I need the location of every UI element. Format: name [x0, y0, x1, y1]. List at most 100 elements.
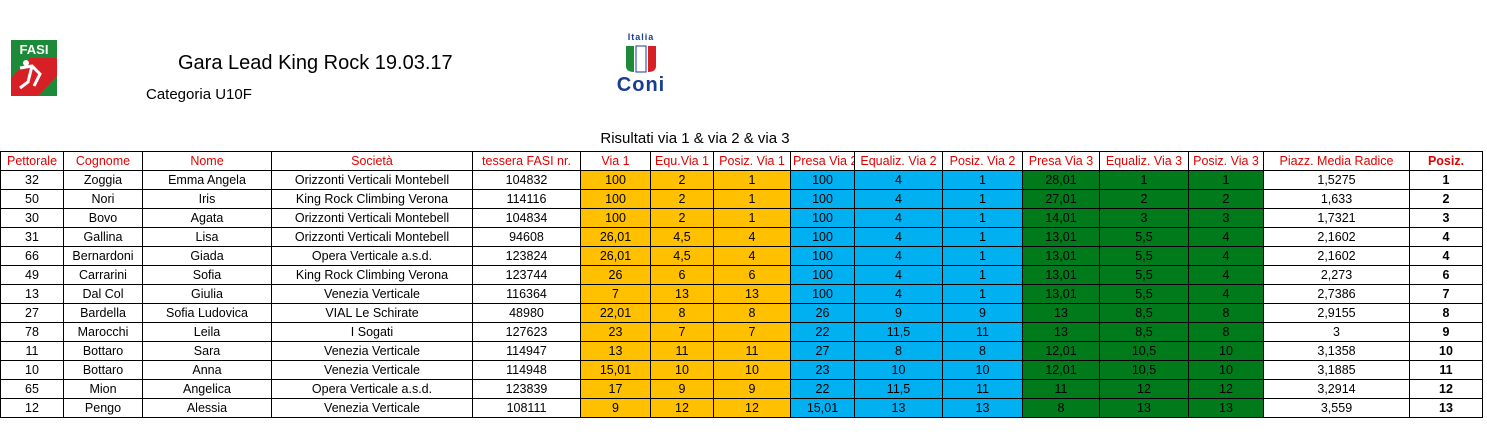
cell-nome: Sara	[142, 341, 272, 361]
cell-presa-via3: 12,01	[1022, 360, 1100, 380]
cell-piazz-media: 3,1358	[1263, 341, 1410, 361]
results-body: 32 Zoggia Emma Angela Orizzonti Verticali M…	[0, 170, 1483, 418]
cell-posiz-via1: 9	[713, 379, 791, 399]
cell-via1: 23	[580, 322, 651, 342]
cell-tessera: 116364	[472, 284, 581, 304]
cell-pettorale: 65	[0, 379, 64, 399]
cell-via1: 13	[580, 341, 651, 361]
col-header-presa-via2: Presa Via 2	[790, 151, 855, 171]
cell-presa-via2: 22	[790, 379, 855, 399]
category-label: Categoria U10F	[146, 86, 252, 103]
cell-via1: 26	[580, 265, 651, 285]
cell-presa-via3: 13,01	[1022, 265, 1100, 285]
cell-posiz-via1: 10	[713, 360, 791, 380]
cell-equaliz-via3: 8,5	[1099, 303, 1189, 323]
cell-posiz: 13	[1409, 398, 1483, 418]
cell-societa: I Sogati	[271, 322, 473, 342]
cell-posiz-via3: 8	[1188, 303, 1264, 323]
cell-posiz-via2: 11	[942, 379, 1023, 399]
cell-presa-via3: 13	[1022, 322, 1100, 342]
cell-cognome: Mion	[63, 379, 143, 399]
cell-equaliz-via2: 4	[854, 284, 943, 304]
cell-equaliz-via3: 5,5	[1099, 246, 1189, 266]
cell-presa-via3: 27,01	[1022, 189, 1100, 209]
cell-posiz: 7	[1409, 284, 1483, 304]
col-header-nome: Nome	[142, 151, 272, 171]
cell-piazz-media: 2,273	[1263, 265, 1410, 285]
cell-pettorale: 13	[0, 284, 64, 304]
cell-via1: 7	[580, 284, 651, 304]
cell-posiz: 9	[1409, 322, 1483, 342]
cell-posiz-via2: 1	[942, 189, 1023, 209]
cell-posiz: 2	[1409, 189, 1483, 209]
cell-tessera: 104832	[472, 170, 581, 190]
cell-nome: Angelica	[142, 379, 272, 399]
cell-nome: Lisa	[142, 227, 272, 247]
cell-presa-via3: 13,01	[1022, 284, 1100, 304]
col-header-posiz: Posiz.	[1409, 151, 1483, 171]
cell-equ-via1: 13	[650, 284, 714, 304]
results-subtitle: Risultati via 1 & via 2 & via 3	[600, 130, 790, 147]
cell-equaliz-via3: 3	[1099, 208, 1189, 228]
cell-equ-via1: 2	[650, 208, 714, 228]
cell-equaliz-via2: 13	[854, 398, 943, 418]
cell-posiz-via1: 1	[713, 189, 791, 209]
cell-pettorale: 78	[0, 322, 64, 342]
cell-equ-via1: 11	[650, 341, 714, 361]
cell-cognome: Bottaro	[63, 341, 143, 361]
cell-tessera: 123744	[472, 265, 581, 285]
cell-equaliz-via2: 4	[854, 227, 943, 247]
cell-equ-via1: 6	[650, 265, 714, 285]
cell-equaliz-via3: 10,5	[1099, 341, 1189, 361]
col-header-presa-via3: Presa Via 3	[1022, 151, 1100, 171]
cell-equ-via1: 9	[650, 379, 714, 399]
cell-presa-via2: 22	[790, 322, 855, 342]
cell-piazz-media: 2,1602	[1263, 227, 1410, 247]
cell-posiz-via3: 8	[1188, 322, 1264, 342]
table-row: 12 Pengo Alessia Venezia Verticale 108111 9 12…	[0, 398, 1483, 418]
cell-presa-via3: 28,01	[1022, 170, 1100, 190]
cell-posiz: 6	[1409, 265, 1483, 285]
cell-presa-via2: 23	[790, 360, 855, 380]
cell-equaliz-via2: 10	[854, 360, 943, 380]
cell-posiz-via2: 11	[942, 322, 1023, 342]
cell-presa-via2: 100	[790, 246, 855, 266]
cell-pettorale: 30	[0, 208, 64, 228]
cell-posiz: 4	[1409, 246, 1483, 266]
table-row: 11 Bottaro Sara Venezia Verticale 114947 13 11…	[0, 341, 1483, 361]
cell-equ-via1: 2	[650, 189, 714, 209]
cell-cognome: Zoggia	[63, 170, 143, 190]
cell-posiz-via3: 4	[1188, 284, 1264, 304]
col-header-posiz-via3: Posiz. Via 3	[1188, 151, 1264, 171]
cell-equaliz-via3: 10,5	[1099, 360, 1189, 380]
cell-tessera: 123824	[472, 246, 581, 266]
table-header-row: Pettorale Cognome Nome Società tessera F…	[0, 151, 1483, 171]
cell-equaliz-via2: 8	[854, 341, 943, 361]
table-row: 27 Bardella Sofia Ludovica VIAL Le Schirate…	[0, 303, 1483, 323]
cell-societa: Opera Verticale a.s.d.	[271, 379, 473, 399]
cell-equ-via1: 7	[650, 322, 714, 342]
table-row: 65 Mion Angelica Opera Verticale a.s.d. 1238…	[0, 379, 1483, 399]
cell-cognome: Carrarini	[63, 265, 143, 285]
coni-logo-italia: Italia	[627, 32, 655, 42]
col-header-piazz-media: Piazz. Media Radice	[1263, 151, 1410, 171]
cell-equaliz-via3: 13	[1099, 398, 1189, 418]
cell-posiz-via1: 4	[713, 227, 791, 247]
cell-tessera: 114947	[472, 341, 581, 361]
cell-equaliz-via2: 4	[854, 265, 943, 285]
cell-presa-via2: 100	[790, 170, 855, 190]
cell-posiz-via3: 1	[1188, 170, 1264, 190]
cell-equaliz-via3: 8,5	[1099, 322, 1189, 342]
cell-cognome: Marocchi	[63, 322, 143, 342]
cell-presa-via2: 100	[790, 189, 855, 209]
table-row: 66 Bernardoni Giada Opera Verticale a.s.d. 1…	[0, 246, 1483, 266]
coni-logo: Italia Coni	[606, 30, 676, 98]
cell-via1: 100	[580, 170, 651, 190]
cell-posiz-via2: 1	[942, 227, 1023, 247]
cell-nome: Alessia	[142, 398, 272, 418]
cell-posiz-via2: 1	[942, 208, 1023, 228]
cell-equaliz-via2: 4	[854, 189, 943, 209]
cell-posiz-via1: 1	[713, 170, 791, 190]
cell-presa-via2: 15,01	[790, 398, 855, 418]
cell-societa: Orizzonti Verticali Montebell	[271, 227, 473, 247]
